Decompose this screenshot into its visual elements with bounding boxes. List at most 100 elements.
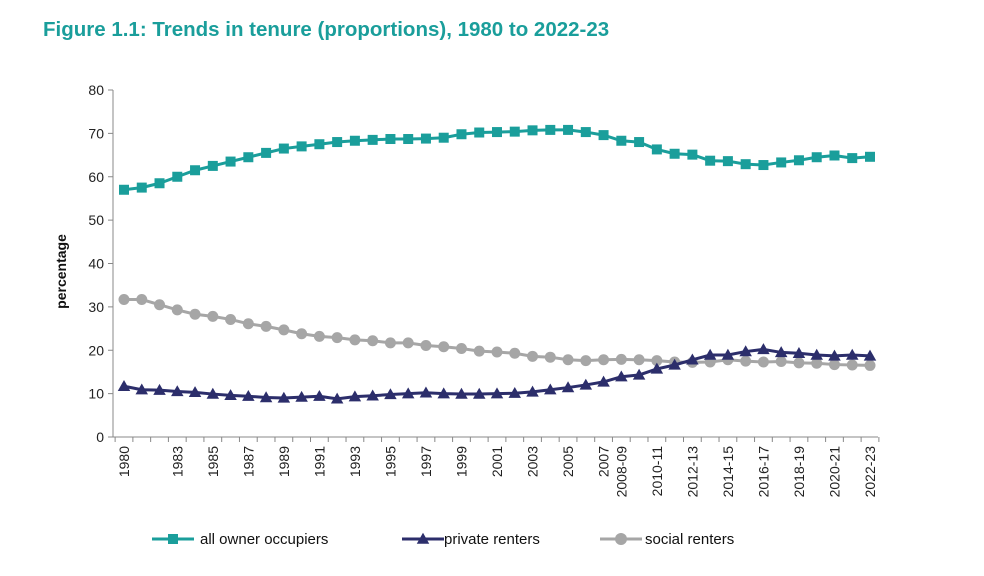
data-point-all-owner-occupiers xyxy=(474,127,485,138)
data-point-private-renters xyxy=(561,381,575,393)
data-point-private-renters xyxy=(721,348,735,360)
legend: all owner occupiers private renters social… xyxy=(152,531,734,548)
x-tick-label: 1999 xyxy=(453,446,469,477)
data-point-social-renters xyxy=(473,345,485,357)
data-point-private-renters xyxy=(419,386,433,398)
data-point-all-owner-occupiers xyxy=(225,156,236,167)
data-point-private-renters xyxy=(153,383,166,395)
data-point-private-renters xyxy=(668,358,681,370)
x-tick-label: 2016-17 xyxy=(755,446,771,498)
data-point-social-renters xyxy=(775,356,787,368)
data-point-all-owner-occupiers xyxy=(403,134,414,145)
data-point-private-renters xyxy=(686,353,699,365)
data-point-private-renters xyxy=(277,391,291,403)
x-tick-label: 2012-13 xyxy=(684,446,700,498)
data-point-social-renters xyxy=(828,359,840,371)
data-point-social-renters xyxy=(438,341,450,353)
data-point-social-renters xyxy=(527,350,539,362)
data-point-social-renters xyxy=(207,310,219,322)
data-point-all-owner-occupiers xyxy=(349,135,360,146)
data-point-all-owner-occupiers xyxy=(793,155,804,166)
data-point-private-renters xyxy=(703,348,717,360)
legend-marker xyxy=(615,533,627,545)
legend-marker xyxy=(416,532,430,544)
y-tick-label: 20 xyxy=(88,342,104,358)
data-point-private-renters xyxy=(845,348,859,360)
x-tick-label: 2003 xyxy=(525,446,541,477)
data-point-social-renters xyxy=(225,313,237,325)
data-point-private-renters xyxy=(437,387,450,399)
data-point-all-owner-occupiers xyxy=(154,178,165,189)
data-point-social-renters xyxy=(580,355,592,367)
data-point-social-renters xyxy=(864,359,876,371)
series-line-all-owner-occupiers xyxy=(123,128,871,192)
data-point-social-renters xyxy=(384,337,396,349)
data-point-private-renters xyxy=(117,380,131,391)
data-point-all-owner-occupiers xyxy=(172,171,183,182)
data-point-social-renters xyxy=(331,332,343,344)
data-point-private-renters xyxy=(757,343,770,355)
data-point-private-renters xyxy=(863,349,877,361)
data-point-all-owner-occupiers xyxy=(651,144,662,155)
legend-item-private-renters: private renters xyxy=(402,531,540,548)
data-point-all-owner-occupiers xyxy=(705,155,716,166)
series-social-renters xyxy=(118,294,876,371)
data-point-social-renters xyxy=(296,328,308,340)
data-point-private-renters xyxy=(259,391,273,403)
data-point-all-owner-occupiers xyxy=(243,152,254,163)
data-point-private-renters xyxy=(384,388,397,400)
data-point-all-owner-occupiers xyxy=(385,134,396,145)
data-point-private-renters xyxy=(579,378,593,390)
x-tick-label: 1980 xyxy=(116,446,132,477)
legend-label: private renters xyxy=(444,531,540,548)
data-point-all-owner-occupiers xyxy=(278,143,289,154)
data-point-all-owner-occupiers xyxy=(758,160,769,171)
legend-marker xyxy=(168,534,178,544)
legend-label: social renters xyxy=(645,531,734,548)
x-tick-label: 2001 xyxy=(489,446,505,477)
data-point-private-renters xyxy=(188,386,202,398)
data-point-all-owner-occupiers xyxy=(545,124,556,135)
data-point-all-owner-occupiers xyxy=(492,127,502,138)
x-tick-label: 2008-09 xyxy=(613,446,629,498)
data-point-social-renters xyxy=(136,294,148,306)
y-tick-label: 80 xyxy=(88,82,104,98)
x-tick-label: 1995 xyxy=(382,446,398,477)
data-point-private-renters xyxy=(171,385,184,397)
y-tick-label: 50 xyxy=(88,212,104,228)
data-point-social-renters xyxy=(757,356,769,368)
data-point-all-owner-occupiers xyxy=(438,132,449,143)
x-tick-label: 1985 xyxy=(205,446,221,477)
data-point-private-renters xyxy=(792,347,806,358)
data-point-private-renters xyxy=(242,389,255,401)
data-point-social-renters xyxy=(793,357,805,369)
data-point-all-owner-occupiers xyxy=(829,150,840,161)
data-point-all-owner-occupiers xyxy=(509,126,520,137)
data-point-all-owner-occupiers xyxy=(119,184,129,195)
data-point-all-owner-occupiers xyxy=(136,182,147,193)
data-point-social-renters xyxy=(651,355,663,367)
legend-item-all-owner-occupiers: all owner occupiers xyxy=(152,531,328,548)
data-point-social-renters xyxy=(846,359,858,371)
data-point-social-renters xyxy=(278,324,290,336)
data-point-all-owner-occupiers xyxy=(261,147,272,158)
data-point-social-renters xyxy=(154,299,166,311)
data-point-private-renters xyxy=(206,387,220,399)
data-point-social-renters xyxy=(242,318,254,330)
data-point-social-renters xyxy=(349,334,361,346)
data-point-all-owner-occupiers xyxy=(456,129,467,140)
data-point-private-renters xyxy=(135,383,149,395)
data-point-private-renters xyxy=(295,390,308,402)
legend-label: all owner occupiers xyxy=(200,531,328,548)
x-tick-label: 1989 xyxy=(276,446,292,477)
data-point-all-owner-occupiers xyxy=(367,134,378,145)
data-point-social-renters xyxy=(171,304,183,316)
data-point-private-renters xyxy=(508,386,522,398)
data-point-all-owner-occupiers xyxy=(722,156,733,167)
data-point-private-renters xyxy=(632,368,646,380)
y-tick-label: 40 xyxy=(88,256,104,272)
data-point-private-renters xyxy=(224,389,237,401)
data-point-social-renters xyxy=(598,354,610,366)
legend-item-social-renters: social renters xyxy=(600,531,734,548)
series-all-owner-occupiers xyxy=(119,124,875,195)
